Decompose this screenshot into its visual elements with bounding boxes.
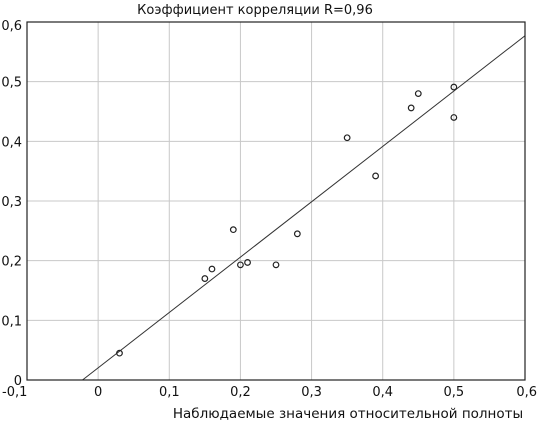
x-tick-label: 0,4 — [372, 385, 393, 400]
y-ticks-layer: 0 0,1 0,2 0,3 0,4 0,5 0,6 — [1, 19, 22, 389]
y-tick-label: 0,3 — [1, 195, 22, 210]
y-tick-label: 0,2 — [1, 255, 22, 270]
x-tick-label: 0,2 — [230, 385, 251, 400]
x-tick-label: -0,1 — [2, 385, 27, 400]
data-point — [229, 226, 237, 234]
y-tick-label: 0,4 — [1, 135, 22, 150]
data-point — [407, 104, 415, 112]
data-point — [272, 261, 280, 269]
data-point — [208, 265, 216, 273]
x-tick-label: 0,1 — [159, 385, 180, 400]
x-tick-label: 0 — [94, 385, 102, 400]
data-point — [372, 172, 380, 180]
x-axis-label: Наблюдаемые значения относительной полно… — [173, 406, 523, 422]
data-point — [450, 83, 458, 91]
x-tick-label: 0,5 — [444, 385, 465, 400]
points-layer — [116, 83, 458, 357]
data-point — [343, 134, 351, 142]
y-tick-label: 0,5 — [1, 76, 22, 91]
plot-frame — [26, 21, 526, 381]
data-point — [201, 275, 209, 282]
regression-line — [82, 35, 526, 381]
x-tick-label: 0,6 — [516, 385, 537, 400]
data-point — [450, 114, 458, 121]
y-tick-label: 0,6 — [1, 19, 22, 34]
y-tick-label: 0 — [14, 374, 22, 389]
fit-layer — [82, 35, 526, 381]
data-point — [414, 90, 422, 97]
data-point — [116, 349, 123, 357]
y-tick-label: 0,1 — [1, 314, 22, 329]
x-ticks-layer: -0,1 0 0,1 0,2 0,3 0,4 0,5 0,6 — [2, 385, 537, 400]
x-tick-label: 0,3 — [301, 385, 322, 400]
data-point — [244, 259, 251, 266]
data-point — [237, 261, 244, 269]
data-point — [293, 230, 301, 238]
grid-layer — [27, 22, 525, 380]
chart-title: Коэффициент корреляции R=0,96 — [137, 3, 373, 18]
